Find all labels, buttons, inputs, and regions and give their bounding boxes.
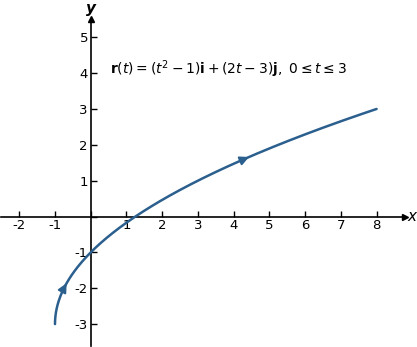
Text: x: x (407, 209, 416, 224)
Text: $\mathbf{r}(t) = (t^2 - 1)\mathbf{i} + (2t - 3)\mathbf{j},\ 0 \leq t \leq 3$: $\mathbf{r}(t) = (t^2 - 1)\mathbf{i} + (… (111, 59, 347, 80)
Text: y: y (86, 1, 96, 16)
